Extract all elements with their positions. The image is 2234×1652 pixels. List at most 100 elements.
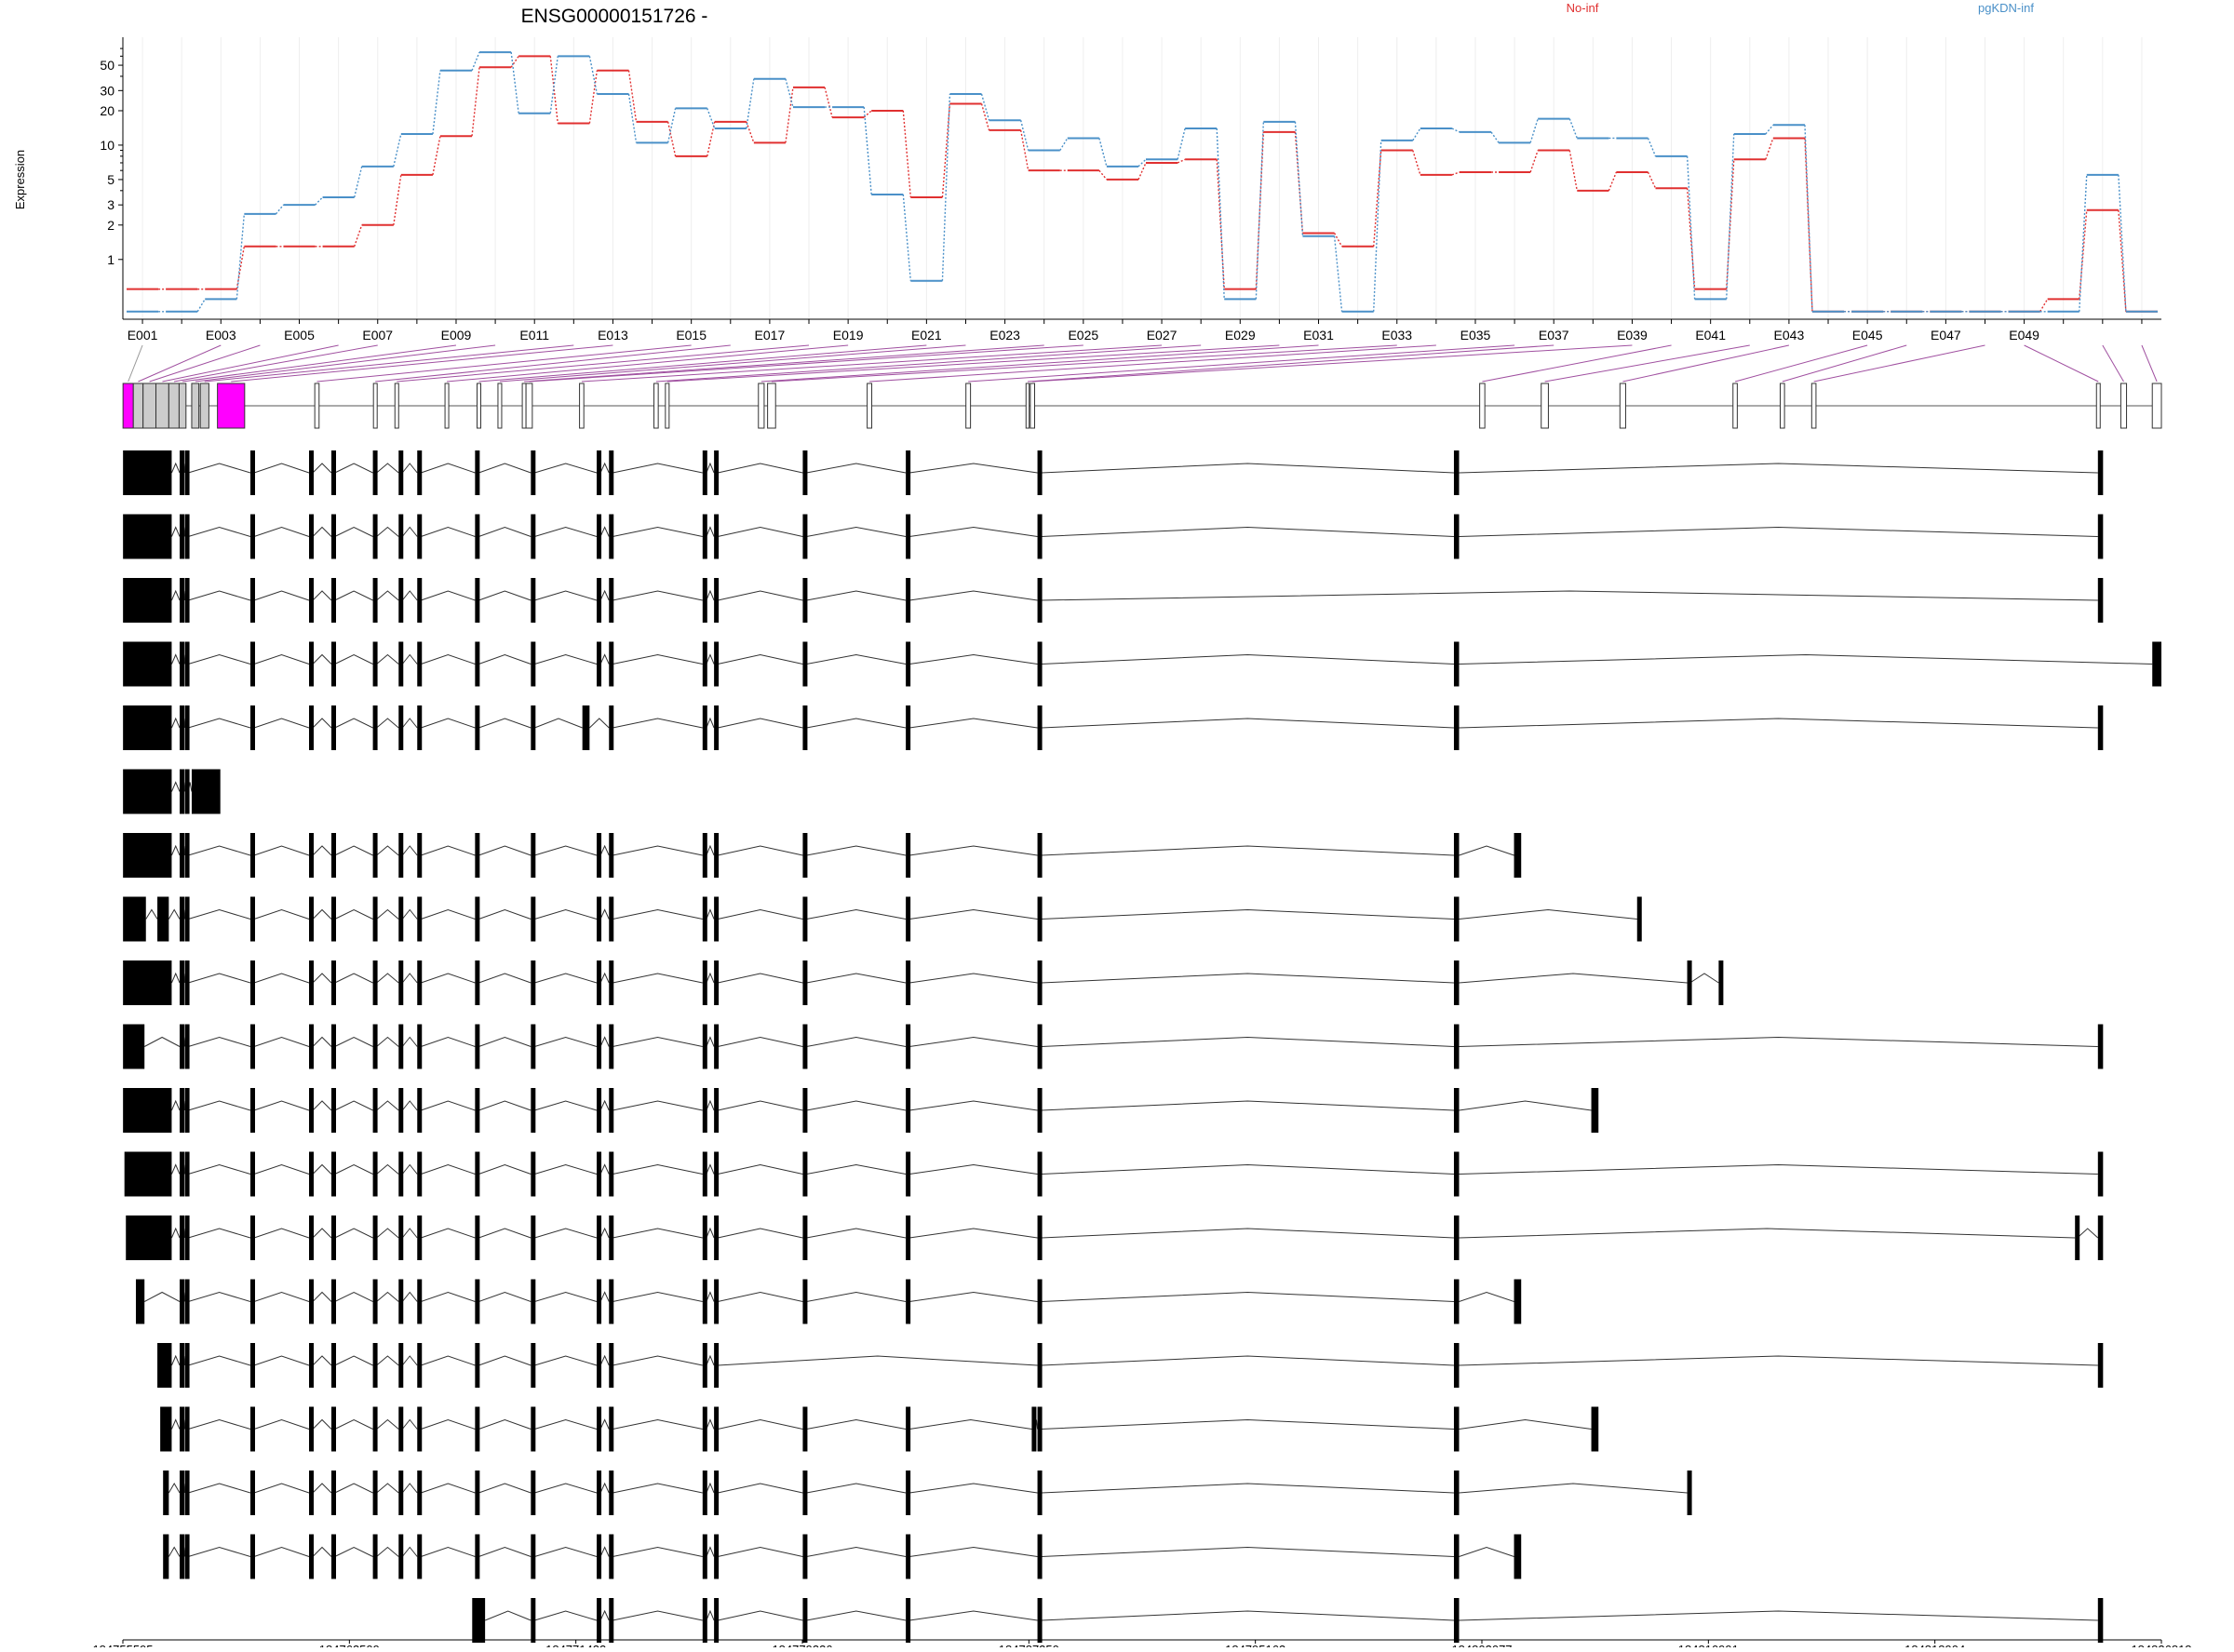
intron-line bbox=[1041, 1036, 1454, 1047]
intron-line bbox=[334, 1228, 373, 1239]
transcript-exon bbox=[531, 1534, 536, 1579]
exon-box bbox=[2120, 383, 2128, 429]
exon-connector bbox=[128, 344, 143, 383]
intron-line bbox=[718, 1228, 803, 1239]
intron-line bbox=[612, 845, 703, 856]
transcript-exon bbox=[1037, 1598, 1043, 1643]
transcript-exon bbox=[531, 1406, 536, 1452]
transcript-exon bbox=[475, 896, 480, 942]
intron-line bbox=[706, 1099, 715, 1111]
intron-line bbox=[401, 1163, 418, 1175]
series-connector bbox=[1568, 150, 1578, 191]
x-tick-label: E013 bbox=[598, 328, 628, 342]
intron-line bbox=[718, 1483, 803, 1494]
series-connector bbox=[627, 70, 638, 122]
transcript-exon bbox=[309, 1279, 315, 1324]
transcript-exon bbox=[331, 1279, 337, 1324]
transcript-exon bbox=[702, 1598, 707, 1643]
transcript-exon bbox=[124, 1151, 172, 1197]
intron-line bbox=[312, 1228, 332, 1239]
intron-line bbox=[718, 1291, 803, 1302]
transcript-exon bbox=[702, 1024, 707, 1069]
transcript-exon bbox=[372, 1279, 378, 1324]
transcript-exon bbox=[597, 1598, 602, 1643]
transcript-exon bbox=[123, 514, 172, 559]
transcript-row bbox=[124, 1151, 2104, 1197]
series-connector bbox=[1333, 233, 1343, 248]
transcript-exon bbox=[135, 1279, 145, 1324]
intron-line bbox=[612, 973, 703, 984]
intron-line bbox=[478, 1418, 532, 1430]
intron-line bbox=[1459, 718, 2098, 729]
transcript-exon bbox=[802, 641, 808, 687]
intron-line bbox=[478, 463, 532, 474]
transcript-exon bbox=[123, 833, 172, 878]
intron-line bbox=[168, 908, 181, 920]
exon-connector bbox=[1782, 344, 1907, 383]
intron-line bbox=[421, 1483, 476, 1494]
transcript-exon bbox=[2097, 1598, 2104, 1643]
transcript-exon bbox=[180, 450, 185, 495]
intron-line bbox=[718, 526, 803, 537]
x-tick-label: E005 bbox=[284, 328, 315, 342]
intron-line bbox=[478, 1228, 532, 1239]
intron-line bbox=[718, 1100, 803, 1111]
transcript-exon bbox=[180, 705, 185, 750]
intron-line bbox=[909, 1163, 1038, 1175]
transcript-exon bbox=[906, 514, 911, 559]
transcript-exon bbox=[417, 833, 423, 878]
series-connector bbox=[1451, 171, 1460, 176]
x-tick-label: E043 bbox=[1774, 328, 1805, 342]
transcript-exon bbox=[184, 578, 190, 623]
intron-line bbox=[1459, 973, 1688, 984]
transcript-exon bbox=[417, 1406, 423, 1452]
intron-line bbox=[170, 1227, 181, 1239]
series-connector bbox=[393, 133, 402, 168]
transcript-exon bbox=[372, 1343, 378, 1388]
intron-line bbox=[188, 590, 251, 601]
transcript-exon bbox=[714, 960, 720, 1005]
intron-line bbox=[188, 1163, 251, 1175]
intron-line bbox=[421, 1036, 476, 1047]
intron-line bbox=[599, 844, 610, 856]
transcript-exon bbox=[702, 960, 707, 1005]
transcript-exon bbox=[331, 1215, 337, 1260]
transcript-exon bbox=[180, 1406, 185, 1452]
exon-box bbox=[132, 383, 144, 429]
intron-line bbox=[599, 1546, 610, 1557]
genomic-tick-label: 184779336 bbox=[772, 1643, 832, 1647]
intron-line bbox=[909, 718, 1038, 729]
intron-line bbox=[612, 1100, 703, 1111]
intron-line bbox=[612, 908, 703, 920]
transcript-row bbox=[123, 578, 2104, 623]
transcript-row bbox=[472, 1598, 2104, 1643]
intron-line bbox=[253, 845, 310, 856]
intron-line bbox=[421, 718, 476, 729]
intron-line bbox=[334, 908, 373, 920]
transcript-exon bbox=[1037, 641, 1043, 687]
transcript-exon bbox=[180, 1279, 185, 1324]
transcript-exon bbox=[597, 1471, 602, 1515]
exon-connector bbox=[1032, 344, 1633, 383]
transcript-exon bbox=[2097, 514, 2104, 559]
transcript-exon bbox=[2152, 641, 2161, 687]
intron-line bbox=[312, 1355, 332, 1366]
transcript-exon bbox=[1037, 514, 1043, 559]
intron-line bbox=[253, 1418, 310, 1430]
intron-line bbox=[170, 972, 181, 984]
intron-line bbox=[334, 845, 373, 856]
transcript-exon bbox=[372, 1534, 378, 1579]
genomic-tick-label: 184755595 bbox=[92, 1643, 153, 1647]
series-connector bbox=[941, 93, 951, 281]
intron-line bbox=[534, 1418, 598, 1430]
transcript-exon bbox=[309, 705, 315, 750]
transcript-exon bbox=[714, 1215, 720, 1260]
intron-line bbox=[170, 781, 181, 792]
transcript-exon bbox=[180, 1088, 185, 1133]
intron-line bbox=[1459, 1546, 1514, 1557]
intron-line bbox=[401, 653, 418, 665]
intron-line bbox=[534, 1355, 598, 1366]
intron-line bbox=[1041, 1546, 1454, 1557]
intron-line bbox=[188, 653, 251, 665]
transcript-exon bbox=[702, 1215, 707, 1260]
